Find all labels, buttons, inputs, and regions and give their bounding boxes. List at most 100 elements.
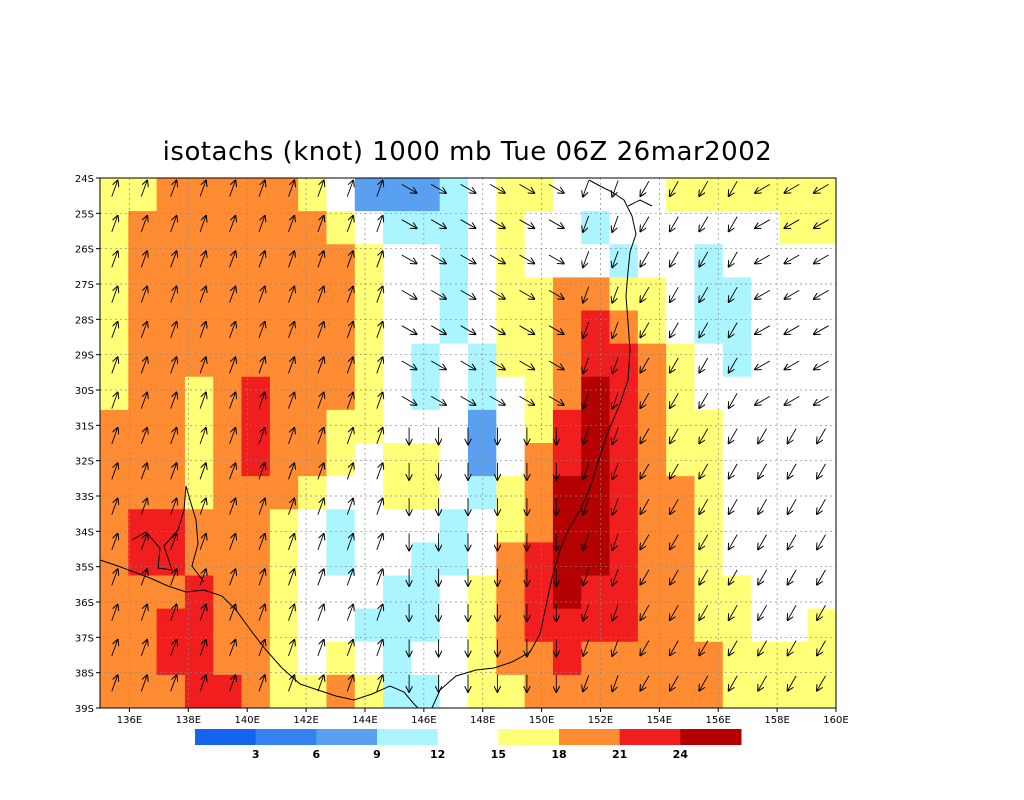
wind-arrow xyxy=(430,325,446,335)
speed-cell xyxy=(411,244,441,278)
wind-arrow xyxy=(670,569,679,585)
wind-arrow xyxy=(376,499,383,515)
wind-arrow xyxy=(519,290,535,299)
speed-cell xyxy=(354,211,384,245)
speed-cell xyxy=(269,608,299,643)
wind-arrow xyxy=(460,184,476,193)
wind-arrow xyxy=(288,605,295,621)
wind-arrow xyxy=(729,251,738,267)
wind-arrow xyxy=(817,463,826,479)
speed-cell xyxy=(383,310,412,345)
wind-arrow xyxy=(785,219,800,229)
speed-cell xyxy=(666,575,696,610)
wind-arrow xyxy=(317,463,324,480)
wind-arrow xyxy=(401,290,417,299)
wind-arrow xyxy=(111,675,118,692)
speed-cell xyxy=(100,542,129,577)
wind-arrow xyxy=(140,605,147,621)
speed-cell xyxy=(751,178,780,212)
speed-cell xyxy=(637,310,667,345)
speed-cell xyxy=(581,641,611,676)
wind-arrow xyxy=(346,322,353,339)
wind-arrow xyxy=(140,181,147,197)
speed-cell xyxy=(552,178,582,212)
speed-cell xyxy=(751,443,780,477)
speed-cell xyxy=(241,674,271,708)
wind-arrow xyxy=(401,184,417,193)
speed-cell xyxy=(184,310,214,345)
wind-arrow xyxy=(758,498,767,514)
speed-cell xyxy=(694,409,724,444)
speed-cell xyxy=(694,641,724,676)
speed-cell xyxy=(637,443,667,477)
speed-cell xyxy=(666,476,696,510)
speed-cell xyxy=(439,178,469,212)
wind-arrow xyxy=(758,569,767,585)
speed-cell xyxy=(156,674,186,708)
wind-arrow xyxy=(548,360,564,370)
wind-arrow xyxy=(755,396,771,405)
wind-arrow xyxy=(229,251,236,268)
x-tick-label: 154E xyxy=(647,715,672,726)
wind-arrow xyxy=(170,393,177,409)
speed-cell xyxy=(439,409,469,444)
wind-arrow xyxy=(140,463,147,480)
wind-arrow xyxy=(258,181,265,197)
wind-arrow xyxy=(199,605,206,621)
wind-arrow xyxy=(729,534,738,550)
speed-cell xyxy=(496,575,526,610)
speed-cell xyxy=(666,509,696,543)
speed-cell xyxy=(354,443,384,477)
wind-arrow xyxy=(548,325,564,335)
wind-arrow xyxy=(317,675,324,692)
colorbar-segment xyxy=(195,729,257,745)
wind-arrow xyxy=(814,184,829,193)
colorbar-label: 24 xyxy=(673,748,689,761)
wind-arrow xyxy=(111,428,118,445)
speed-cell xyxy=(722,575,752,610)
speed-cell xyxy=(383,211,412,245)
wind-arrow xyxy=(729,322,738,338)
wind-arrow xyxy=(788,640,797,656)
speed-cell xyxy=(496,211,526,245)
wind-arrow xyxy=(670,498,679,514)
speed-cell xyxy=(213,608,243,643)
wind-arrow xyxy=(583,675,590,691)
wind-arrow xyxy=(489,396,505,405)
wind-arrow xyxy=(229,428,236,445)
speed-cell xyxy=(100,674,129,708)
wind-arrow xyxy=(814,254,829,264)
wind-arrow xyxy=(758,640,767,656)
wind-arrow xyxy=(288,640,295,657)
wind-arrow xyxy=(229,181,236,197)
speed-cell xyxy=(298,211,328,245)
wind-arrow xyxy=(612,604,619,621)
speed-cell xyxy=(581,376,611,411)
wind-arrow xyxy=(140,216,147,233)
wind-arrow xyxy=(111,499,118,515)
wind-arrow xyxy=(489,325,505,335)
speed-cell xyxy=(524,244,554,278)
wind-arrow xyxy=(785,325,800,335)
wind-arrow xyxy=(258,569,265,586)
speed-cell xyxy=(411,674,441,708)
wind-arrow xyxy=(288,393,295,409)
wind-arrow xyxy=(199,428,206,445)
speed-cell xyxy=(354,277,384,312)
wind-arrow xyxy=(583,251,590,267)
wind-arrow xyxy=(612,463,619,479)
speed-cell xyxy=(552,376,582,411)
wind-arrow xyxy=(258,463,265,480)
wind-arrow xyxy=(258,393,265,409)
wind-arrow xyxy=(788,463,797,479)
x-tick-label: 158E xyxy=(764,715,789,726)
wind-arrow xyxy=(430,219,446,229)
speed-cell xyxy=(751,641,780,676)
speed-cell xyxy=(524,476,554,510)
wind-arrow xyxy=(729,216,738,232)
wind-arrow xyxy=(288,463,295,480)
speed-cell xyxy=(552,244,582,278)
speed-cell xyxy=(581,575,611,610)
wind-arrow xyxy=(583,180,590,197)
wind-arrow xyxy=(755,219,771,229)
